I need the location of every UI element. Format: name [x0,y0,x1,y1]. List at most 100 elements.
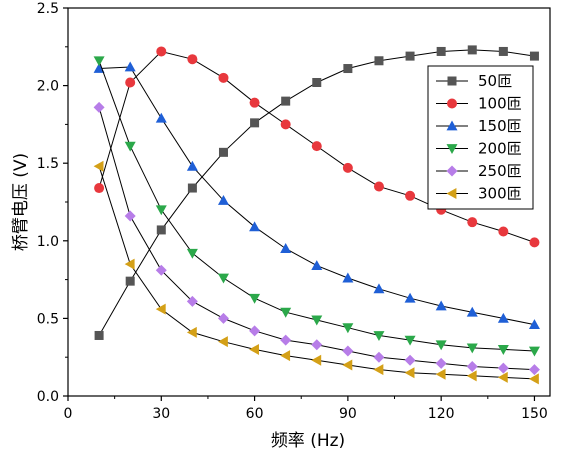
data-point [373,331,385,341]
data-point [373,351,385,363]
data-point [312,77,322,87]
data-point [217,273,229,284]
y-tick-label: 1.5 [37,156,59,172]
data-point [466,306,478,317]
legend-marker [446,188,457,199]
data-point [435,300,447,311]
data-point [342,345,354,357]
data-point [311,141,322,152]
legend-marker [446,120,458,131]
data-point [94,330,104,340]
data-point [217,312,229,324]
data-point [342,359,353,371]
data-point [124,141,136,152]
data-point [125,77,136,88]
data-point [217,336,228,348]
data-point [249,97,260,108]
data-point [187,54,198,65]
data-point [373,181,384,192]
data-point [280,243,292,253]
y-tick-label: 2.5 [37,1,59,17]
data-point [529,51,539,61]
series-2 [94,46,540,248]
legend-label: 100匝 [478,95,522,113]
data-point [498,46,508,56]
legend-marker [447,98,457,109]
y-tick-label: 2.0 [37,79,59,95]
data-point [404,367,415,379]
x-tick-label: 0 [64,406,73,422]
data-point [155,264,167,276]
data-point [405,190,416,201]
data-point [249,325,261,337]
data-point [249,293,261,304]
data-point [281,96,291,106]
legend-label: 300匝 [478,185,522,203]
data-point [186,160,198,171]
data-point [280,119,291,130]
y-tick-label: 0.0 [37,389,59,405]
data-point [342,323,354,334]
data-point [466,361,478,373]
data-point [466,343,478,354]
legend-label: 250匝 [478,162,522,180]
data-point [311,339,323,351]
data-point [125,276,135,286]
y-axis-title: 桥臂电压 (V) [11,153,31,251]
data-point [218,147,228,157]
data-point [155,303,166,315]
data-point [467,217,478,228]
legend: 50匝 100匝 150匝 200匝 250匝 300匝 [427,65,534,210]
data-point [436,46,446,56]
data-point [404,354,416,366]
data-point [497,362,509,374]
legend-label: 200匝 [478,140,522,158]
data-point [186,326,197,338]
x-tick-label: 30 [152,406,170,422]
legend-label: 50匝 [478,72,512,90]
data-point [528,364,540,376]
data-point [497,312,509,323]
legend-label: 150匝 [478,117,522,135]
data-point [186,248,198,259]
data-point [342,272,354,283]
data-point [311,260,323,271]
data-point [497,345,509,355]
data-point [405,51,415,61]
legend-marker [446,165,458,177]
data-point [373,364,384,376]
data-point [435,340,447,351]
data-point [156,46,167,57]
x-axis-title: 频率 (Hz) [271,431,345,451]
data-point [342,162,353,173]
series-6 [93,160,539,385]
data-point [529,237,540,248]
data-point [187,183,197,193]
data-point [498,226,509,237]
data-point [124,210,136,222]
axes-layer: 0 30 60 90 120 150 0.0 0.5 1.0 1.5 2.0 2.5 [37,1,551,422]
data-point [93,160,104,172]
data-point [374,56,384,66]
data-point [280,334,292,346]
data-point [435,368,446,380]
data-point [94,183,105,194]
x-tick-label: 90 [339,406,357,422]
data-point [217,194,229,205]
y-tick-label: 0.5 [37,311,59,327]
data-point [466,370,477,382]
data-point [93,56,105,67]
data-point [93,63,105,73]
series-3 [93,61,540,330]
data-point [311,354,322,366]
data-point [280,307,292,318]
data-point [311,315,323,326]
data-point [343,64,353,74]
data-point [93,101,105,113]
data-point [373,283,385,294]
data-point [124,61,136,72]
x-tick-label: 60 [246,406,264,422]
x-tick-label: 120 [428,406,455,422]
